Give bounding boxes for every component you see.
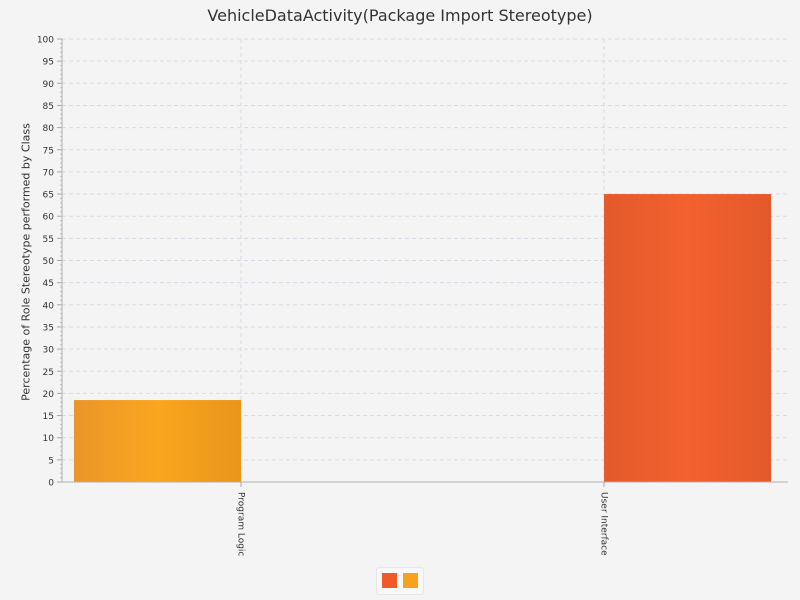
legend-swatch-orange [403,573,418,588]
bar-user-interface [604,194,771,483]
y-tick-label: 80 [43,124,55,134]
y-tick-label: 35 [43,323,54,333]
y-tick-label: 70 [43,168,55,178]
y-tick-label: 85 [43,102,54,112]
y-tick-label: 100 [37,36,54,46]
y-tick-label: 25 [43,368,54,378]
y-tick-label: 30 [43,346,55,356]
bar-program-logic [74,400,241,482]
y-tick-label: 5 [48,456,54,466]
y-tick-label: 95 [43,58,54,68]
legend [376,567,424,595]
y-tick-label: 15 [43,412,54,422]
chart-title: VehicleDataActivity(Package Import Stere… [207,6,593,25]
y-tick-label: 65 [43,191,54,201]
y-axis-label: Percentage of Role Stereotype performed … [19,123,33,401]
y-tick-label: 90 [43,80,55,90]
y-tick-label: 75 [43,146,54,156]
legend-swatch-red [382,573,397,588]
bars [74,194,771,483]
y-tick-label: 20 [43,390,55,400]
x-tick-label: Program Logic [236,492,246,556]
y-tick-label: 45 [43,279,54,289]
y-tick-label: 10 [43,434,55,444]
x-tick-label: User Interface [599,492,609,556]
y-tick-label: 40 [43,301,55,311]
y-tick-label: 0 [48,479,54,489]
y-tick-label: 50 [43,257,55,267]
y-tick-label: 60 [43,213,55,223]
y-tick-label: 55 [43,235,54,245]
axes: 0 5 10 15 20 25 30 35 40 45 50 55 60 65 70 75 80 85 90 95 10… [37,36,788,556]
